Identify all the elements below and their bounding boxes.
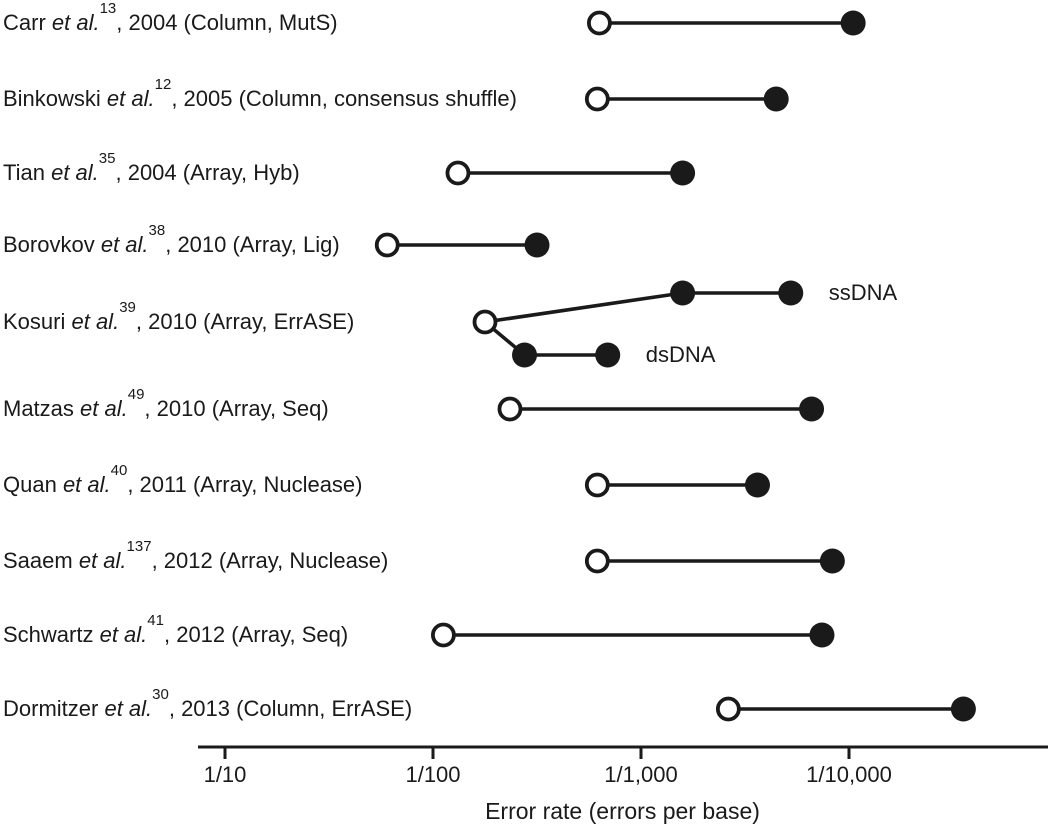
study-label-saaem: Saaem et al.137, 2012 (Array, Nuclease) bbox=[3, 537, 389, 573]
study-label-kosuri: Kosuri et al.39, 2010 (Array, ErrASE) bbox=[3, 298, 355, 334]
x-axis-title: Error rate (errors per base) bbox=[485, 798, 760, 824]
filled-marker-ssdna bbox=[670, 280, 696, 306]
filled-marker-tian bbox=[670, 160, 696, 186]
citation-ref: 40 bbox=[110, 461, 128, 479]
study-label-binkowski: Binkowski et al.12, 2005 (Column, consen… bbox=[3, 75, 517, 111]
study-label-schwartz: Schwartz et al.41, 2012 (Array, Seq) bbox=[3, 611, 349, 647]
citation-ref: 13 bbox=[99, 0, 117, 17]
citation-ref: 38 bbox=[148, 221, 166, 239]
x-axis-tick-label: 1/10,000 bbox=[806, 762, 892, 787]
open-marker-quan bbox=[584, 472, 610, 498]
filled-marker-schwartz bbox=[809, 622, 835, 648]
connector-kosuri-dsdna bbox=[483, 320, 608, 357]
filled-marker-dsdna bbox=[595, 342, 621, 368]
study-label-tian: Tian et al.35, 2004 (Array, Hyb) bbox=[3, 149, 300, 185]
study-label-matzas: Matzas et al.49, 2010 (Array, Seq) bbox=[3, 385, 329, 421]
citation-ref: 41 bbox=[147, 611, 164, 629]
open-marker-saaem bbox=[584, 548, 610, 574]
x-axis-tick-label: 1/10 bbox=[203, 762, 247, 787]
citation-ref: 35 bbox=[98, 149, 116, 167]
open-marker-carr bbox=[587, 10, 612, 36]
open-marker-schwartz bbox=[430, 622, 456, 648]
open-marker-kosuri bbox=[472, 309, 498, 335]
open-marker-dormitzer bbox=[715, 696, 741, 722]
citation-ref: 137 bbox=[126, 537, 152, 555]
citation-ref: 30 bbox=[152, 685, 169, 703]
filled-marker-binkowski bbox=[763, 86, 789, 112]
study-label-borovkov: Borovkov et al.38, 2010 (Array, Lig) bbox=[3, 221, 340, 257]
open-marker-binkowski bbox=[584, 86, 610, 112]
annotation-dsdna: dsDNA bbox=[645, 342, 716, 367]
filled-marker-quan bbox=[744, 472, 770, 498]
connector-kosuri-ssdna bbox=[484, 291, 791, 324]
study-label-carr: Carr et al.13, 2004 (Column, MutS) bbox=[3, 0, 338, 35]
filled-marker-ssdna bbox=[778, 280, 804, 306]
open-marker-tian bbox=[445, 160, 471, 186]
filled-marker-carr bbox=[840, 10, 866, 36]
open-marker-borovkov bbox=[374, 232, 400, 258]
filled-marker-dormitzer bbox=[950, 696, 976, 722]
open-marker-matzas bbox=[497, 396, 523, 422]
study-label-quan: Quan et al.40, 2011 (Array, Nuclease) bbox=[3, 461, 363, 497]
filled-marker-borovkov bbox=[524, 232, 550, 258]
filled-marker-dsdna bbox=[512, 342, 538, 368]
filled-marker-saaem bbox=[819, 548, 845, 574]
annotation-ssdna: ssDNA bbox=[828, 280, 898, 305]
x-axis-tick-label: 1/1,000 bbox=[604, 762, 678, 787]
x-axis-tick-label: 1/100 bbox=[405, 762, 461, 787]
citation-ref: 39 bbox=[119, 298, 136, 316]
citation-ref: 49 bbox=[127, 385, 145, 403]
citation-ref: 12 bbox=[154, 75, 172, 93]
study-label-dormitzer: Dormitzer et al.30, 2013 (Column, ErrASE… bbox=[3, 685, 413, 721]
filled-marker-matzas bbox=[799, 396, 825, 422]
